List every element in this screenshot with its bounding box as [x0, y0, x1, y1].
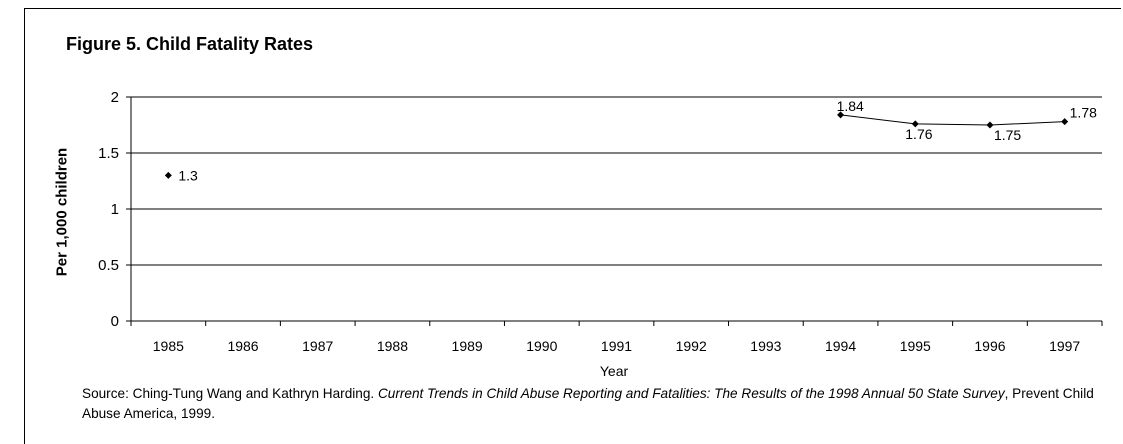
x-tick-label: 1992	[676, 338, 707, 354]
source-suffix: , Prevent Child Abuse America, 1999.	[82, 386, 1094, 421]
chart-frame	[24, 8, 1121, 444]
x-tick-label: 1994	[825, 338, 856, 354]
x-tick-label: 1993	[750, 338, 781, 354]
y-tick-label: 0.5	[98, 257, 119, 274]
y-axis-label: Per 1,000 children	[53, 147, 71, 277]
x-tick-label: 1989	[452, 338, 483, 354]
y-tick-label: 2	[111, 89, 119, 106]
x-tick-label: 1990	[526, 338, 557, 354]
x-tick-label: 1986	[227, 338, 258, 354]
y-tick-label: 1	[111, 201, 119, 218]
data-point	[164, 171, 172, 179]
data-point	[837, 111, 845, 119]
x-tick-label: 1988	[377, 338, 408, 354]
x-tick-label: 1991	[601, 338, 632, 354]
x-tick-label: 1985	[153, 338, 184, 354]
data-label: 1.78	[1070, 105, 1097, 121]
x-tick-label: 1995	[900, 338, 931, 354]
x-tick-label: 1996	[974, 338, 1005, 354]
source-prefix: Source: Ching-Tung Wang and Kathryn Hard…	[82, 386, 378, 401]
data-point	[986, 121, 994, 129]
data-point	[911, 120, 919, 128]
x-tick-label: 1997	[1049, 338, 1080, 354]
source-title: Current Trends in Child Abuse Reporting …	[377, 386, 1005, 401]
data-label: 1.3	[178, 167, 198, 183]
series-line	[840, 114, 1065, 126]
data-label: 1.76	[905, 126, 932, 142]
x-axis-label: Year	[599, 363, 629, 379]
chart-title: Figure 5. Child Fatality Rates	[66, 34, 314, 54]
source-note: Source: Ching-Tung Wang and Kathryn Hard…	[82, 384, 1122, 424]
data-label: 1.84	[837, 98, 864, 114]
data-label: 1.75	[994, 127, 1021, 143]
y-tick-label: 0	[111, 313, 119, 330]
data-point	[1061, 118, 1069, 126]
y-tick-label: 1.5	[98, 145, 119, 162]
x-tick-label: 1987	[302, 338, 333, 354]
